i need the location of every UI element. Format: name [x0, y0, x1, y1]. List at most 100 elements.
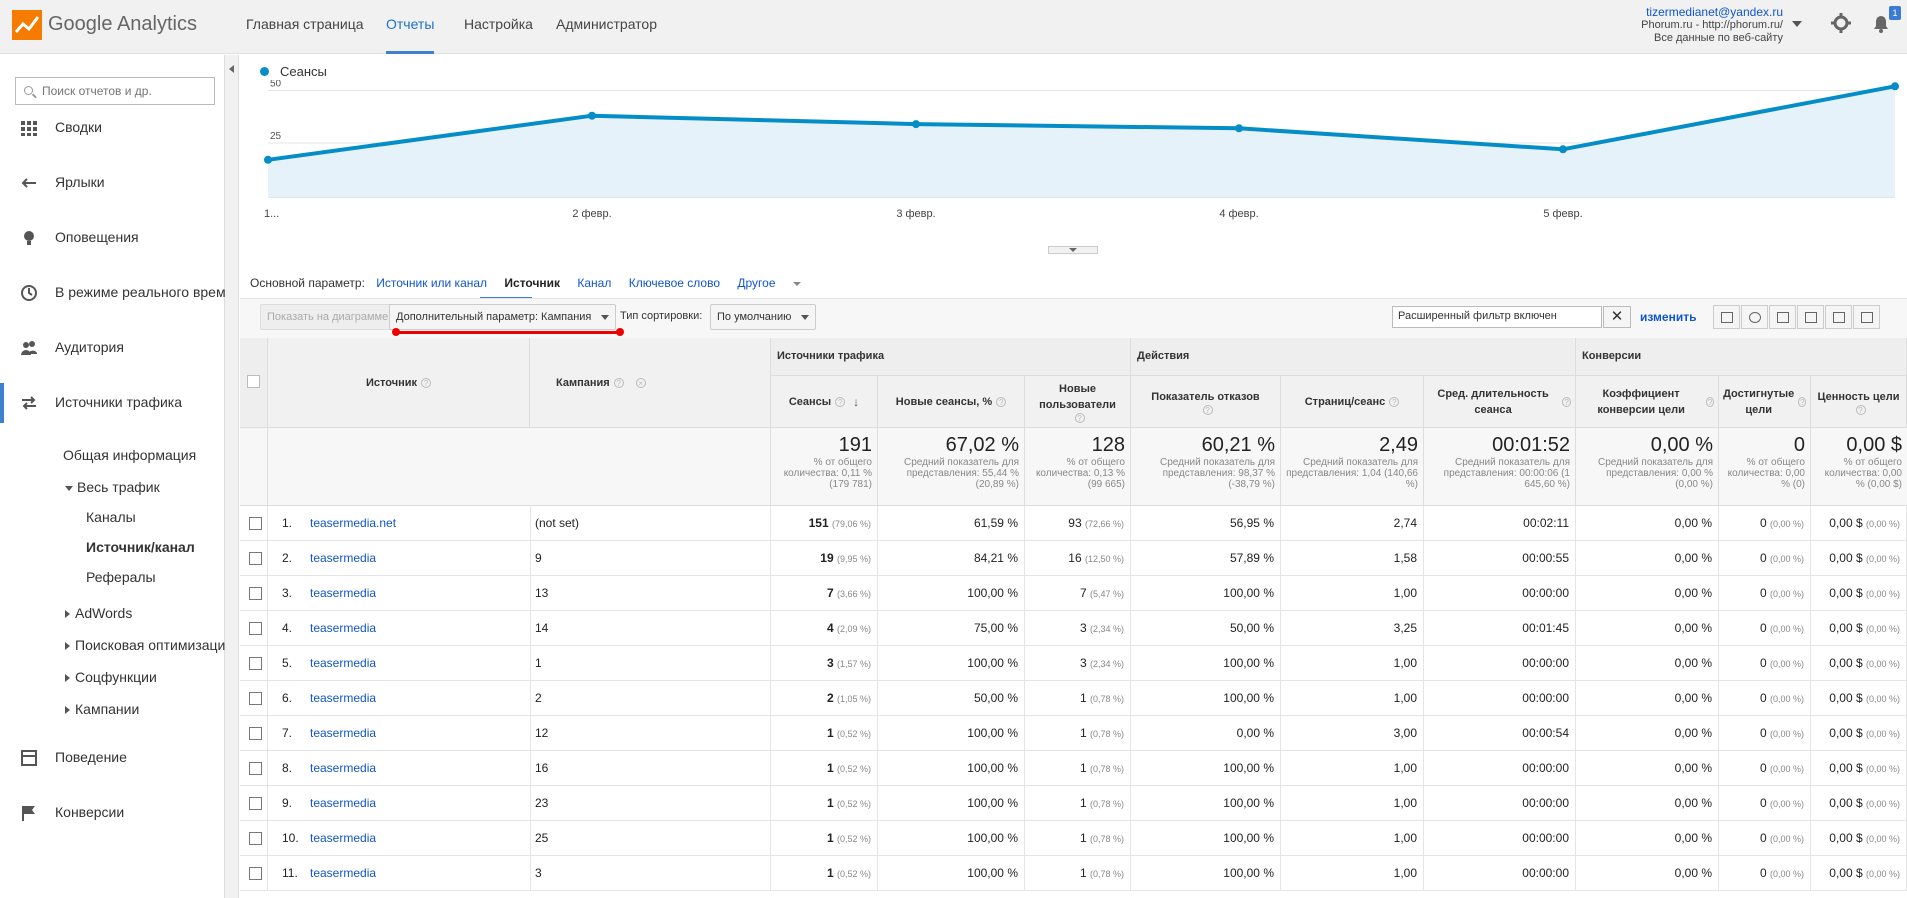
sidebar-sub-seo[interactable]: Поисковая оптимизация: [65, 637, 233, 653]
help-icon[interactable]: ?: [1855, 404, 1866, 415]
row-checkbox[interactable]: [249, 832, 262, 845]
header-new-users[interactable]: Новые пользователи?: [1025, 376, 1131, 428]
help-icon[interactable]: ?: [1798, 396, 1806, 407]
row-checkbox[interactable]: [249, 587, 262, 600]
bell-icon[interactable]: [1870, 12, 1892, 34]
dimension-other[interactable]: Другое: [737, 276, 814, 290]
data-point[interactable]: [912, 120, 920, 129]
search-input[interactable]: [40, 81, 210, 101]
header-bounce-rate[interactable]: Показатель отказов?: [1131, 376, 1281, 428]
row-source-link[interactable]: teasermedia: [310, 621, 377, 635]
sidebar-sub-campaigns[interactable]: Кампании: [65, 701, 139, 717]
view-pie-button[interactable]: [1741, 305, 1768, 329]
gear-icon[interactable]: [1830, 12, 1852, 34]
sidebar-sub-social[interactable]: Соцфункции: [65, 669, 157, 685]
help-icon[interactable]: ?: [1706, 396, 1714, 407]
row-source-link[interactable]: teasermedia: [310, 831, 377, 845]
select-all-checkbox[interactable]: [247, 375, 260, 388]
tab-reports[interactable]: Отчеты: [386, 16, 435, 32]
sidebar-sub-all-traffic[interactable]: Весь трафик: [65, 479, 160, 495]
data-point[interactable]: [588, 111, 596, 120]
sidebar-item-realtime[interactable]: В режиме реального времени: [0, 273, 225, 313]
filter-clear-button[interactable]: ✕: [1603, 306, 1631, 328]
header-conversion-rate[interactable]: Коэффициент конверсии цели?: [1576, 376, 1719, 428]
data-point[interactable]: [1559, 145, 1567, 154]
plot-rows-button[interactable]: Показать на диаграмме: [260, 304, 396, 330]
dimension-medium[interactable]: Канал: [577, 276, 612, 290]
header-goal-completions[interactable]: Достигнутые цели?: [1719, 376, 1811, 428]
row-checkbox[interactable]: [249, 692, 262, 705]
advanced-filter-field[interactable]: Расширенный фильтр включен: [1392, 306, 1602, 328]
sidebar-collapse-toggle[interactable]: [225, 55, 239, 898]
header-goal-value[interactable]: Ценность цели?: [1811, 376, 1907, 428]
sidebar-sub-overview[interactable]: Общая информация: [63, 447, 197, 463]
data-point[interactable]: [1235, 124, 1243, 133]
data-point[interactable]: [264, 155, 272, 164]
remove-dimension-icon[interactable]: ×: [635, 378, 646, 388]
view-performance-button[interactable]: [1769, 305, 1796, 329]
filter-edit-link[interactable]: изменить: [1640, 310, 1697, 324]
header-sessions[interactable]: Сеансы? ↓: [771, 376, 878, 428]
help-icon[interactable]: ?: [613, 378, 624, 388]
header-new-sessions[interactable]: Новые сеансы, %?: [878, 376, 1025, 428]
help-icon[interactable]: ?: [1074, 412, 1085, 423]
data-point[interactable]: [1891, 82, 1899, 91]
row-source-link[interactable]: teasermedia: [310, 551, 377, 565]
sidebar-sub-channels[interactable]: Каналы: [86, 509, 136, 525]
account-selector[interactable]: tizermedianet@yandex.ru Phorum.ru - http…: [1641, 6, 1783, 45]
sort-type-dropdown[interactable]: По умолчанию: [710, 304, 817, 330]
help-icon[interactable]: ?: [1562, 396, 1571, 407]
sidebar-item-conversions[interactable]: Конверсии: [0, 793, 225, 833]
chevron-down-icon[interactable]: [1792, 21, 1802, 27]
help-icon[interactable]: ?: [996, 396, 1007, 407]
view-terms-button[interactable]: [1825, 305, 1852, 329]
report-search[interactable]: [15, 77, 215, 105]
row-checkbox[interactable]: [249, 867, 262, 880]
sidebar-sub-adwords[interactable]: AdWords: [65, 605, 132, 621]
view-pivot-button[interactable]: [1853, 305, 1880, 329]
dimension-source-medium[interactable]: Источник или канал: [376, 276, 488, 290]
total-value: 00:01:52: [1492, 434, 1570, 456]
row-checkbox[interactable]: [249, 657, 262, 670]
google-analytics-logo-icon[interactable]: [12, 10, 42, 40]
row-source-link[interactable]: teasermedia: [310, 761, 377, 775]
row-source-link[interactable]: teasermedia: [310, 656, 377, 670]
sidebar-item-acquisition[interactable]: Источники трафика: [0, 383, 225, 423]
header-avg-duration[interactable]: Сред. длительность сеанса?: [1424, 376, 1576, 428]
header-campaign[interactable]: Кампания? ×: [530, 338, 771, 428]
help-icon[interactable]: ?: [1389, 396, 1400, 407]
row-source-link[interactable]: teasermedia: [310, 726, 377, 740]
sidebar-item-alerts[interactable]: Оповещения: [0, 218, 225, 258]
header-source[interactable]: Источник?: [268, 338, 530, 428]
row-source-link[interactable]: teasermedia: [310, 866, 377, 880]
row-source-link[interactable]: teasermedia: [310, 586, 377, 600]
row-source-link[interactable]: teasermedia: [310, 796, 377, 810]
row-source-link[interactable]: teasermedia: [310, 691, 377, 705]
sidebar-sub-referrals[interactable]: Рефералы: [86, 569, 156, 585]
tab-admin[interactable]: Администратор: [556, 16, 658, 32]
sidebar-item-dashboards[interactable]: Сводки: [0, 108, 225, 148]
row-source-link[interactable]: teasermedia.net: [310, 516, 397, 530]
sidebar-item-audience[interactable]: Аудитория: [0, 328, 225, 368]
sidebar-sub-source-medium[interactable]: Источник/канал: [86, 539, 195, 555]
row-checkbox[interactable]: [249, 762, 262, 775]
tab-home[interactable]: Главная страница: [246, 16, 364, 32]
header-pages-per-session[interactable]: Страниц/сеанс?: [1281, 376, 1424, 428]
sidebar-item-behavior[interactable]: Поведение: [0, 738, 225, 778]
row-checkbox[interactable]: [249, 517, 262, 530]
help-icon[interactable]: ?: [835, 396, 846, 407]
row-checkbox[interactable]: [249, 552, 262, 565]
help-icon[interactable]: ?: [1202, 404, 1213, 415]
view-table-button[interactable]: [1713, 305, 1740, 329]
chart-resize-handle[interactable]: [1048, 246, 1098, 254]
secondary-dimension-dropdown[interactable]: Дополнительный параметр: Кампания: [389, 304, 617, 330]
dimension-source[interactable]: Источник: [504, 276, 561, 290]
dimension-keyword[interactable]: Ключевое слово: [628, 276, 721, 290]
row-checkbox[interactable]: [249, 727, 262, 740]
help-icon[interactable]: ?: [421, 378, 431, 388]
view-comparison-button[interactable]: [1797, 305, 1824, 329]
row-checkbox[interactable]: [249, 622, 262, 635]
sidebar-item-shortcuts[interactable]: Ярлыки: [0, 163, 225, 203]
tab-customization[interactable]: Настройка: [464, 16, 533, 32]
row-checkbox[interactable]: [249, 797, 262, 810]
